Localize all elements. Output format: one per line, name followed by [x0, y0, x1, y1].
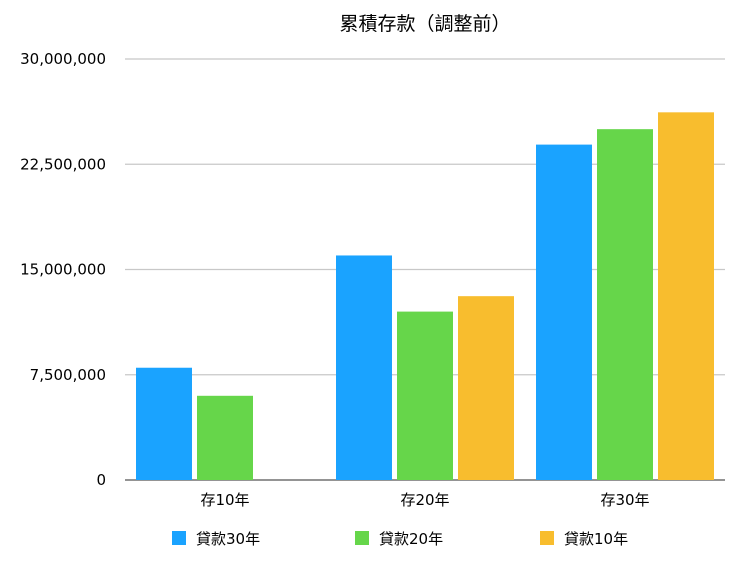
y-tick-label: 30,000,000 — [20, 50, 106, 68]
chart-title: 累積存款（調整前） — [339, 13, 510, 35]
legend-label: 貸款20年 — [379, 530, 443, 548]
legend-swatch — [540, 531, 554, 545]
y-axis: 0 7,500,000 15,000,000 22,500,000 30,000,000 — [20, 50, 106, 489]
y-tick-label: 7,500,000 — [30, 366, 106, 384]
y-tick-label: 22,500,000 — [20, 155, 106, 173]
bar-1-2 — [336, 255, 392, 480]
x-axis: 存10年 存20年 存30年 — [200, 491, 649, 509]
legend-label: 貸款10年 — [564, 530, 628, 548]
legend-swatch — [355, 531, 369, 545]
bar-3-3 — [658, 112, 714, 481]
bar-2-3 — [597, 129, 653, 480]
y-tick-label: 0 — [96, 471, 106, 489]
bars — [136, 112, 714, 481]
x-tick-label: 存30年 — [600, 491, 649, 509]
legend-swatch — [172, 531, 186, 545]
bar-1-1 — [136, 367, 192, 480]
x-tick-label: 存20年 — [400, 491, 449, 509]
legend-label: 貸款30年 — [196, 530, 260, 548]
bar-3-2 — [458, 296, 514, 480]
bar-2-2 — [397, 311, 453, 480]
bar-1-3 — [536, 144, 592, 480]
bar-2-1 — [197, 395, 253, 480]
y-tick-label: 15,000,000 — [20, 261, 106, 279]
x-tick-label: 存10年 — [200, 491, 249, 509]
legend: 貸款30年 貸款20年 貸款10年 — [172, 530, 628, 548]
